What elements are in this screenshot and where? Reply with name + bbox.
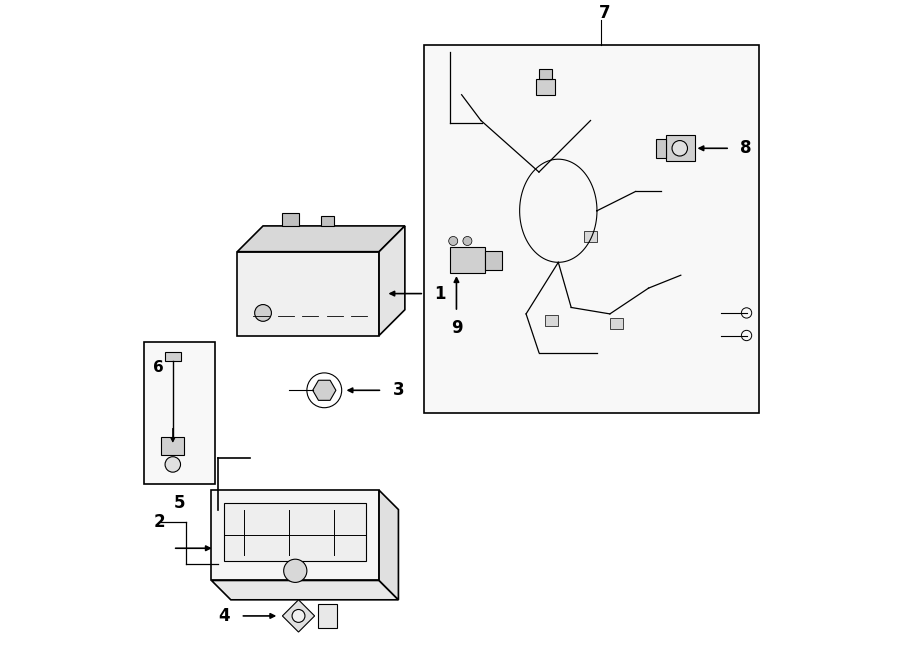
- Text: 2: 2: [154, 514, 166, 532]
- Bar: [656, 138, 666, 158]
- Bar: [666, 136, 695, 161]
- Bar: [165, 352, 181, 361]
- Circle shape: [284, 559, 307, 583]
- Polygon shape: [283, 213, 299, 226]
- Text: 9: 9: [451, 319, 463, 337]
- Bar: [161, 437, 184, 455]
- Bar: [450, 248, 485, 273]
- Bar: [144, 342, 215, 484]
- Bar: [318, 604, 338, 628]
- Text: 1: 1: [435, 285, 446, 303]
- Text: 6: 6: [153, 360, 163, 375]
- Polygon shape: [379, 491, 399, 600]
- Polygon shape: [238, 252, 379, 336]
- Circle shape: [449, 236, 458, 246]
- Text: 3: 3: [392, 381, 404, 399]
- Circle shape: [463, 236, 472, 246]
- Bar: [545, 315, 558, 326]
- Circle shape: [255, 305, 272, 321]
- Circle shape: [672, 140, 688, 156]
- Circle shape: [165, 457, 181, 472]
- Text: 7: 7: [598, 4, 610, 22]
- Bar: [539, 69, 552, 79]
- Polygon shape: [379, 226, 405, 336]
- Bar: [485, 251, 501, 270]
- Polygon shape: [212, 491, 379, 581]
- Text: 4: 4: [219, 607, 230, 625]
- Polygon shape: [224, 503, 366, 561]
- Polygon shape: [238, 226, 405, 252]
- Text: 5: 5: [174, 494, 185, 512]
- Circle shape: [292, 610, 305, 622]
- Bar: [424, 46, 760, 413]
- Text: 8: 8: [741, 139, 751, 158]
- Bar: [610, 318, 623, 329]
- Polygon shape: [212, 581, 399, 600]
- Polygon shape: [283, 600, 315, 632]
- Polygon shape: [312, 380, 336, 401]
- Bar: [584, 232, 597, 242]
- Bar: [536, 79, 555, 95]
- Polygon shape: [321, 216, 334, 226]
